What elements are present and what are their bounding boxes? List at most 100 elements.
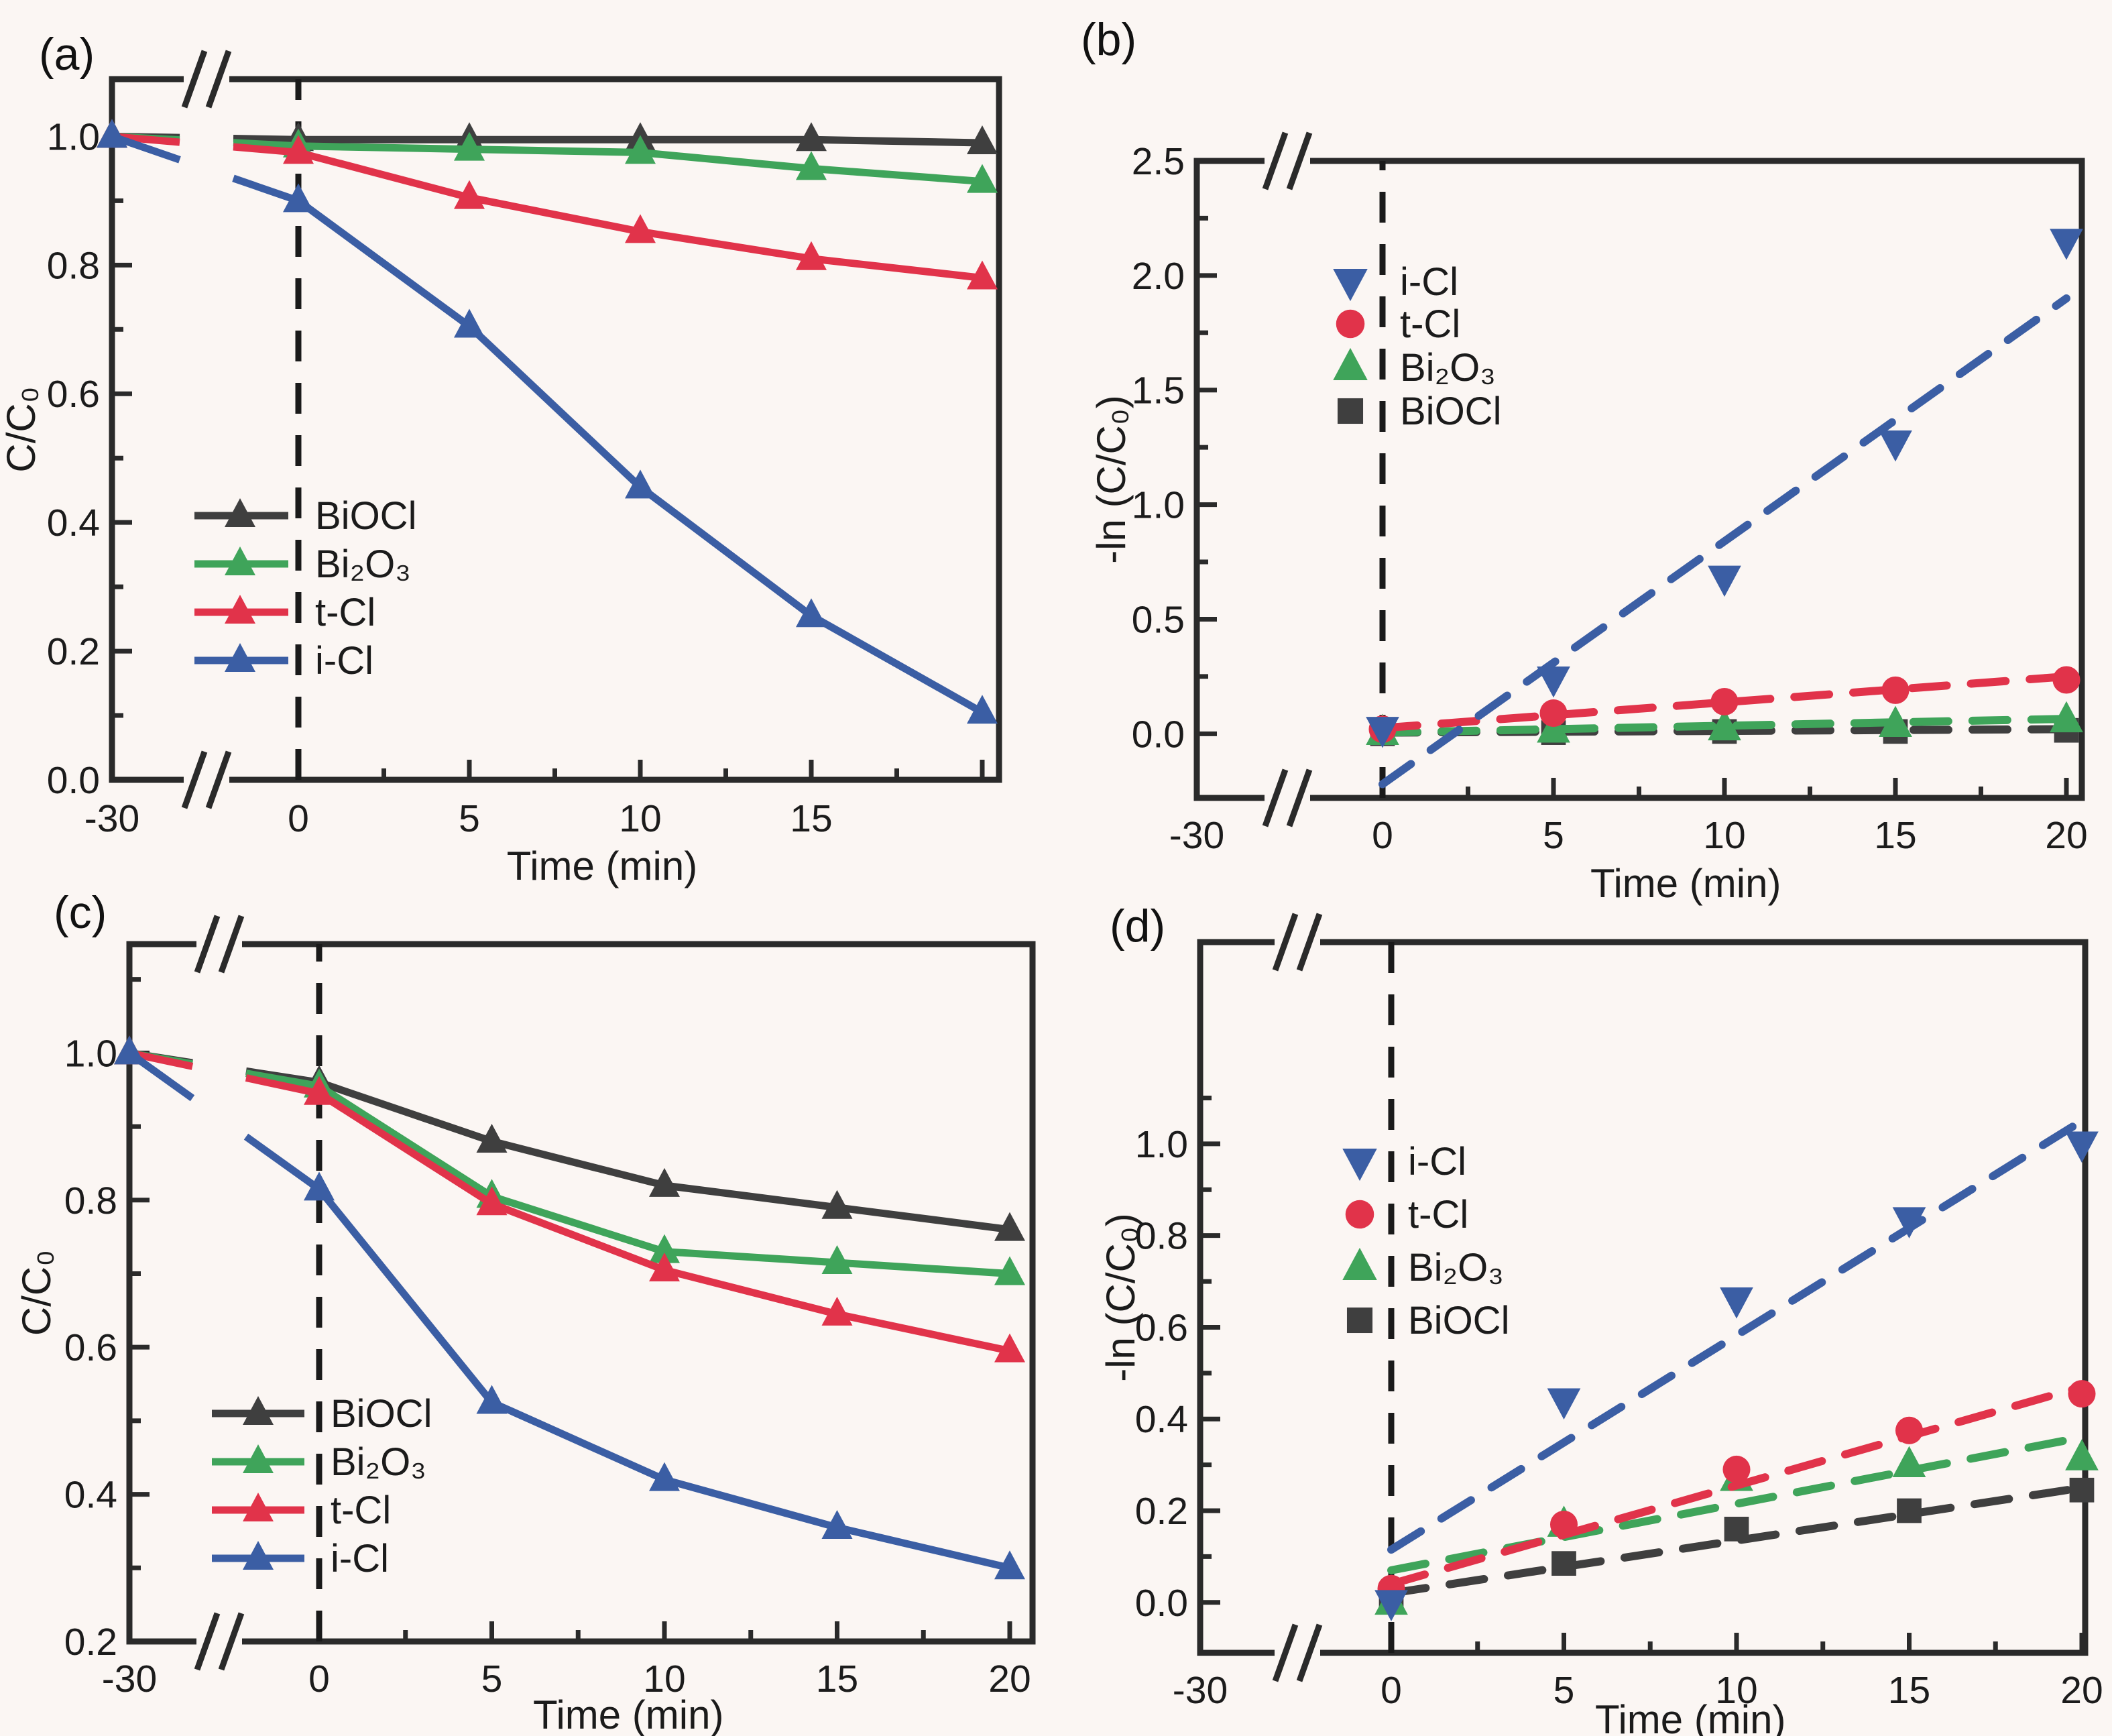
data-marker xyxy=(796,122,827,152)
y-tick-label: 1.0 xyxy=(64,1032,117,1075)
panel-b-label: (b) xyxy=(1081,14,1137,65)
legend-marker xyxy=(1333,268,1368,302)
plot-frame xyxy=(126,941,1036,1645)
legend-label: BiOCl xyxy=(1408,1299,1509,1342)
legend-label: t-Cl xyxy=(315,591,375,634)
x-tick-label: 20 xyxy=(988,1658,1031,1700)
y-tick-label: 0.8 xyxy=(64,1179,117,1222)
y-tick-label: 0.6 xyxy=(64,1326,117,1369)
x-axis-title: Time (min) xyxy=(533,1692,723,1736)
x-tick-label: 0 xyxy=(1381,1669,1402,1712)
legend-label: i-Cl xyxy=(1400,260,1458,304)
data-marker xyxy=(476,1385,508,1414)
y-tick-label: 0.0 xyxy=(1135,1582,1188,1625)
data-marker xyxy=(1551,1551,1576,1576)
x-tick-label: -30 xyxy=(84,797,139,840)
data-marker xyxy=(796,598,827,628)
y-axis-title: -ln (C/C₀) xyxy=(1089,395,1134,564)
series-t-Cl xyxy=(114,1035,1025,1363)
data-marker xyxy=(454,131,485,161)
data-marker xyxy=(821,1296,853,1326)
x-tick-label: 15 xyxy=(1888,1669,1930,1712)
x-tick-label: 5 xyxy=(459,797,480,840)
y-axis-title: C/C₀ xyxy=(0,386,44,472)
legend-label: Bi₂O₃ xyxy=(1408,1246,1504,1289)
legend-marker xyxy=(243,1396,274,1425)
data-marker xyxy=(821,1245,853,1275)
data-marker xyxy=(994,1333,1025,1363)
legend-marker xyxy=(1345,1200,1374,1229)
fit-line xyxy=(1387,1116,2086,1554)
y-tick-label: 0.4 xyxy=(1135,1398,1188,1441)
axis-break-slash xyxy=(181,750,208,809)
x-tick-label: 5 xyxy=(1553,1669,1575,1712)
data-marker xyxy=(97,119,127,148)
series-Bi₂O₃ xyxy=(97,119,998,193)
data-marker xyxy=(1549,1510,1578,1539)
series-t-Cl xyxy=(97,119,998,290)
line-post-break xyxy=(232,174,984,716)
data-marker xyxy=(649,1167,680,1197)
data-marker xyxy=(1710,687,1739,715)
data-marker xyxy=(796,241,827,270)
data-marker xyxy=(649,1462,680,1491)
data-marker xyxy=(114,1035,145,1065)
data-marker xyxy=(1892,1207,1926,1238)
axis-break-slash xyxy=(1272,913,1299,972)
axis-break-slash xyxy=(1262,131,1289,190)
data-marker xyxy=(625,135,656,164)
legend-label: t-Cl xyxy=(331,1489,391,1532)
legend-label: Bi₂O₃ xyxy=(331,1440,426,1484)
legend-marker xyxy=(1336,309,1365,339)
plot-frame xyxy=(1197,939,2089,1656)
y-tick-label: 0.5 xyxy=(1132,598,1185,641)
data-marker xyxy=(476,1186,508,1216)
data-marker xyxy=(1374,1590,1408,1621)
x-axis-title: Time (min) xyxy=(1590,861,1781,906)
x-tick-label: 15 xyxy=(790,797,832,840)
series-Bi₂O₃ xyxy=(1366,701,2083,745)
x-tick-label: 20 xyxy=(2045,814,2087,857)
panel-d: -30 0 5 10 15 20 0.0 0.2 0.4 0.6 0.8 1.0 i-Cl t-Cl Bi₂… xyxy=(1098,913,2103,1736)
line-post-break xyxy=(245,1069,1010,1277)
data-marker xyxy=(649,1234,680,1263)
legend-label: t-Cl xyxy=(1400,302,1460,346)
data-marker xyxy=(1537,666,1570,698)
fit-line xyxy=(1378,672,2070,732)
fit-line xyxy=(1378,294,2070,789)
data-marker xyxy=(2065,1439,2099,1470)
x-tick-label: 5 xyxy=(1543,814,1564,857)
data-marker xyxy=(283,183,314,213)
panel-a-label: (a) xyxy=(39,29,95,80)
legend-label: BiOCl xyxy=(1400,390,1501,433)
x-tick-label: -30 xyxy=(1169,814,1224,857)
data-marker xyxy=(476,1124,508,1153)
axis-break-slash xyxy=(218,1612,245,1671)
y-tick-label: 0.0 xyxy=(47,759,100,802)
data-marker xyxy=(967,164,998,193)
x-tick-label: 20 xyxy=(2060,1669,2103,1712)
line-post-break xyxy=(245,1074,1011,1355)
y-tick-label: 0.6 xyxy=(1135,1306,1188,1349)
x-tick-label: 0 xyxy=(1372,814,1393,857)
legend-marker xyxy=(225,643,255,672)
series-t-Cl xyxy=(1377,1380,2096,1603)
axis-break-slash xyxy=(1286,768,1313,827)
y-tick-label: 1.5 xyxy=(1132,369,1185,412)
data-marker xyxy=(1708,709,1741,741)
data-marker xyxy=(796,151,827,180)
data-marker xyxy=(1892,1446,1926,1477)
data-marker xyxy=(1879,705,1912,738)
line-post-break xyxy=(233,135,983,147)
legend-label: i-Cl xyxy=(331,1537,389,1580)
plot-frame xyxy=(1193,158,2085,801)
data-marker xyxy=(967,260,998,290)
series-i-Cl xyxy=(1366,229,2083,789)
legend-marker xyxy=(1342,1247,1377,1281)
axis-break-slash xyxy=(1272,1623,1299,1682)
